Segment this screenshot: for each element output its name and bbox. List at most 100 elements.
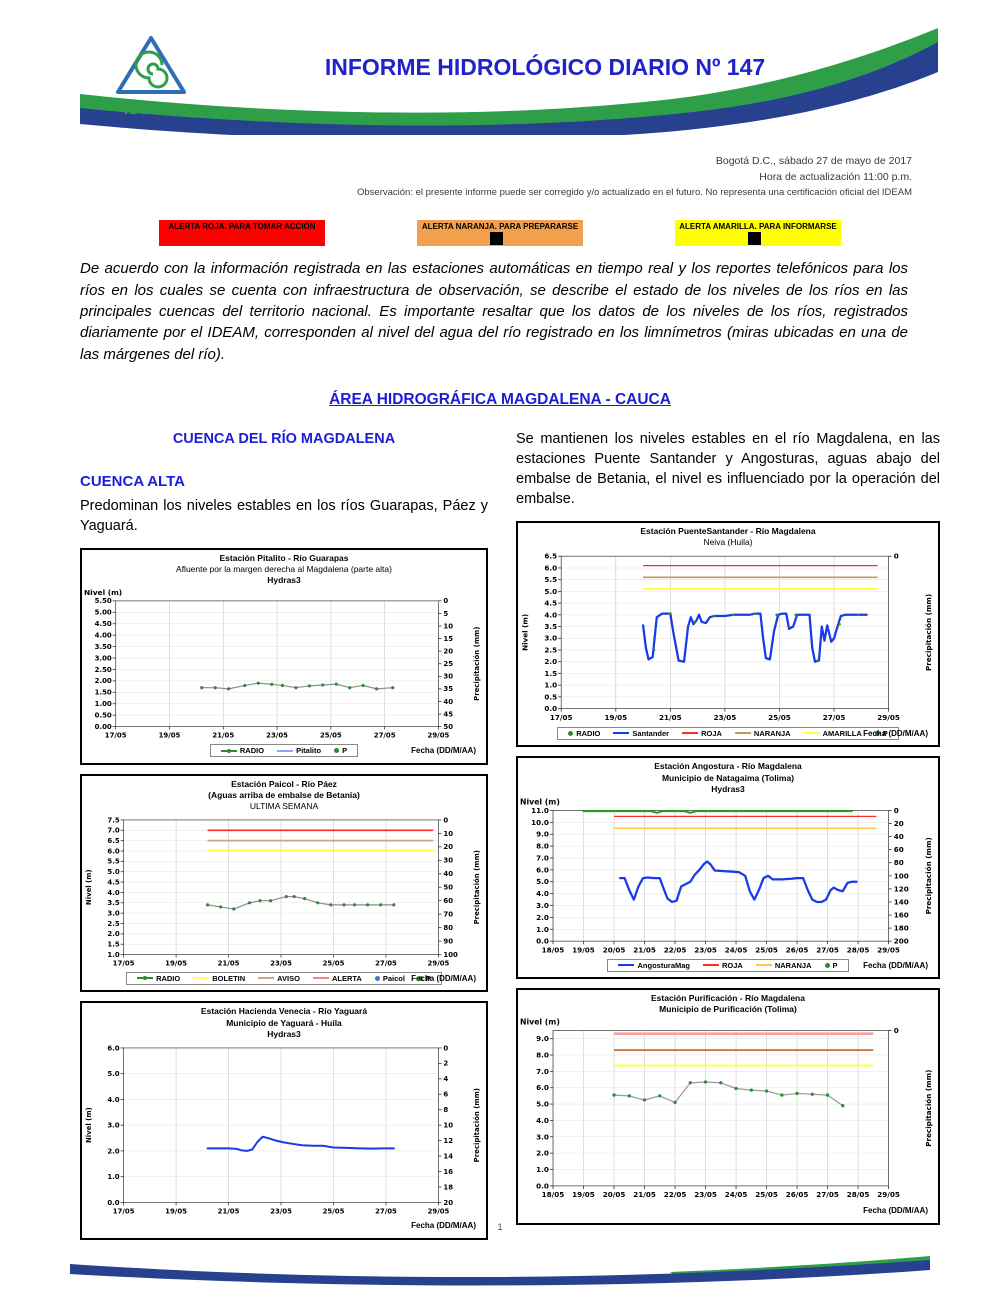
left-column: CUENCA DEL RÍO MAGDALENA CUENCA ALTA Pre… <box>80 429 488 1249</box>
svg-text:2.50: 2.50 <box>95 666 112 674</box>
legend-swatch-icon <box>193 977 210 980</box>
svg-text:0.50: 0.50 <box>95 712 112 720</box>
svg-text:200: 200 <box>894 936 909 945</box>
svg-text:25/05: 25/05 <box>323 960 345 968</box>
chart-title: Estación Paicol - Río Páez (Aguas arriba … <box>208 778 360 811</box>
svg-text:3.0: 3.0 <box>107 910 119 918</box>
chart-paicol: Estación Paicol - Río Páez (Aguas arriba … <box>80 773 488 993</box>
svg-text:11.0: 11.0 <box>531 806 549 815</box>
svg-text:8: 8 <box>443 1106 448 1114</box>
svg-text:23/05: 23/05 <box>270 960 292 968</box>
header-wave-decoration <box>80 28 938 135</box>
svg-text:100: 100 <box>443 951 458 959</box>
legend-swatch-icon <box>702 964 719 967</box>
svg-text:17/05: 17/05 <box>113 1207 135 1215</box>
area-title: ÁREA HIDROGRÁFICA MAGDALENA - CAUCA <box>329 391 671 409</box>
svg-text:3.0: 3.0 <box>536 1133 549 1142</box>
svg-text:29/05: 29/05 <box>877 1191 900 1200</box>
svg-text:29/05: 29/05 <box>428 1207 450 1215</box>
svg-text:0.00: 0.00 <box>95 723 112 731</box>
svg-text:40: 40 <box>443 870 453 878</box>
svg-text:Nivel (m): Nivel (m) <box>84 588 122 597</box>
svg-text:29/05: 29/05 <box>877 945 900 954</box>
svg-text:21/05: 21/05 <box>218 960 240 968</box>
svg-text:2: 2 <box>443 1059 448 1067</box>
svg-text:4.0: 4.0 <box>536 889 549 898</box>
svg-text:30: 30 <box>443 673 453 681</box>
svg-text:90: 90 <box>443 938 453 946</box>
redaction-box <box>490 231 503 245</box>
alert-legend-row: ALERTA ROJA. PARA TOMAR ACCIÓN ALERTA NA… <box>0 219 1000 247</box>
svg-text:18/05: 18/05 <box>542 1191 565 1200</box>
legend-swatch-icon <box>312 977 329 980</box>
svg-text:0: 0 <box>894 552 899 561</box>
svg-text:Precipitación (mm): Precipitación (mm) <box>473 1088 481 1162</box>
svg-text:23/05: 23/05 <box>266 732 288 740</box>
svg-text:25/05: 25/05 <box>768 713 791 722</box>
svg-text:21/05: 21/05 <box>659 713 682 722</box>
legend-swatch-icon <box>568 730 574 736</box>
content-columns: CUENCA DEL RÍO MAGDALENA CUENCA ALTA Pre… <box>80 429 942 1249</box>
legend-swatch-icon <box>334 748 340 754</box>
legend-item: P <box>417 974 431 983</box>
chart-purificacion: Estación Purificación - Río Magdalena Mun… <box>516 988 940 1225</box>
svg-text:0: 0 <box>443 1044 448 1052</box>
legend-swatch-icon <box>220 748 237 753</box>
legend-item: P <box>824 961 838 970</box>
svg-text:24/05: 24/05 <box>725 945 748 954</box>
chart-plot: 9.0 8.0 7.0 6.0 5.0 4.0 3.0 2.0 1.0 0.0 0 18/05 19/0… <box>520 1018 933 1200</box>
svg-text:4.00: 4.00 <box>95 632 112 640</box>
right-paragraph: Se mantienen los niveles estables en el … <box>516 431 940 508</box>
svg-text:20: 20 <box>894 819 904 828</box>
chart-footer-row: RADIO Pitalito P Fecha (DD/M/AA) <box>90 744 478 758</box>
svg-text:1.00: 1.00 <box>95 701 112 709</box>
svg-text:Nivel (m): Nivel (m) <box>520 1018 560 1027</box>
svg-text:6: 6 <box>443 1090 448 1098</box>
legend-swatch-icon <box>803 732 820 735</box>
svg-text:23/05: 23/05 <box>270 1207 292 1215</box>
svg-text:0.0: 0.0 <box>536 936 549 945</box>
svg-text:7.0: 7.0 <box>536 853 549 862</box>
svg-text:14: 14 <box>443 1152 453 1160</box>
redaction-box <box>748 231 761 245</box>
page-title: INFORME HIDROLÓGICO DIARIO Nº 147 <box>324 54 766 80</box>
svg-text:120: 120 <box>894 884 909 893</box>
footer-wave-decoration <box>70 1256 930 1286</box>
svg-text:22/05: 22/05 <box>664 1191 687 1200</box>
svg-text:Precipitación (mm): Precipitación (mm) <box>924 1070 933 1147</box>
legend-item: Paicol <box>374 974 405 983</box>
x-axis-label: Fecha (DD/M/AA) <box>863 1206 928 1216</box>
ideam-logo-text: IDEAM <box>123 101 179 118</box>
legend-item: AngosturaMag <box>618 961 690 970</box>
svg-text:5.0: 5.0 <box>544 587 557 596</box>
legend-swatch-icon <box>258 977 275 980</box>
cuenca-magdalena-title: CUENCA DEL RÍO MAGDALENA <box>172 431 396 448</box>
svg-text:2.0: 2.0 <box>536 1149 549 1158</box>
svg-text:6.0: 6.0 <box>107 847 119 855</box>
intro-paragraph: De acuerdo con la información registrada… <box>80 260 908 363</box>
svg-text:100: 100 <box>894 871 909 880</box>
ideam-logo: IDEAM <box>106 34 196 119</box>
svg-text:5.5: 5.5 <box>107 858 119 866</box>
x-axis-label: Fecha (DD/M/AA) <box>411 973 476 983</box>
page-number: 1 <box>497 1222 503 1232</box>
legend-item: NARANJA <box>734 729 791 738</box>
svg-text:4.50: 4.50 <box>95 621 112 629</box>
svg-text:21/05: 21/05 <box>212 732 234 740</box>
chart-legend: RADIO Pitalito P <box>209 744 359 758</box>
svg-text:20/05: 20/05 <box>603 1191 626 1200</box>
svg-text:10: 10 <box>443 623 453 631</box>
svg-text:8.0: 8.0 <box>536 1051 549 1060</box>
legend-item: P <box>334 746 347 755</box>
chart-plot: 7.5 7.0 6.5 6.0 5.5 5.0 4.5 4.0 3.5 3.0 2.5 2.0 1.5 1… <box>85 816 481 968</box>
svg-text:0.0: 0.0 <box>536 1182 549 1191</box>
date-block: Bogotá D.C., sábado 27 de mayo de 2017 H… <box>0 154 912 200</box>
legend-swatch-icon <box>734 732 751 735</box>
svg-text:28/05: 28/05 <box>847 945 870 954</box>
svg-text:7.5: 7.5 <box>107 816 119 824</box>
svg-text:4.5: 4.5 <box>107 878 119 886</box>
svg-text:19/05: 19/05 <box>165 960 187 968</box>
chart-plot: 6.0 5.0 4.0 3.0 2.0 1.0 0.0 0 2 4 6 8 10 12 14 16 18 20 17… <box>85 1044 481 1215</box>
x-axis-label: Fecha (DD/M/AA) <box>411 746 476 756</box>
